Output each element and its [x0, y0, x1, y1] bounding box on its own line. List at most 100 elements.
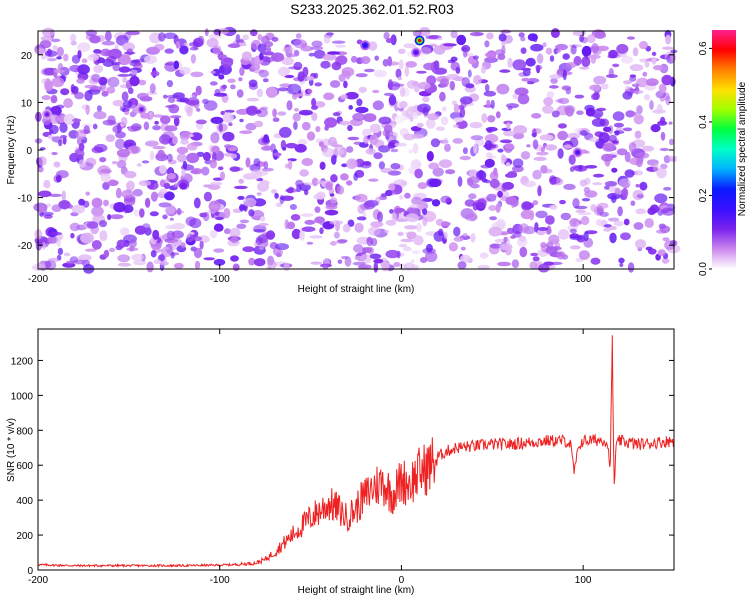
heatmap-cell [167, 153, 173, 162]
heatmap-cell [221, 84, 227, 90]
heatmap-cell [300, 89, 305, 97]
heatmap-cell [112, 161, 118, 165]
heatmap-cell [258, 223, 269, 226]
heatmap-cell [158, 202, 172, 208]
heatmap-cell [501, 155, 507, 163]
heatmap-cell [107, 76, 120, 88]
heatmap-cell [484, 40, 490, 48]
heatmap-y-tick-label: -20 [18, 241, 33, 252]
heatmap-cell [102, 119, 117, 126]
heatmap-cell [250, 29, 258, 37]
heatmap-cell [51, 77, 65, 88]
heatmap-cell [162, 94, 168, 99]
heatmap-cell [136, 92, 149, 100]
heatmap-cell [60, 88, 70, 96]
heatmap-cell [42, 205, 48, 214]
heatmap-cell [461, 77, 470, 87]
heatmap-cell [176, 153, 187, 163]
heatmap-cell [203, 257, 215, 261]
heatmap-cell [266, 86, 278, 98]
heatmap-cell [412, 81, 419, 87]
heatmap-cell [166, 94, 180, 99]
heatmap-cell [292, 112, 301, 122]
heatmap-cell [635, 152, 650, 159]
heatmap-cell [486, 32, 494, 40]
heatmap-cell [521, 201, 532, 211]
heatmap-cell [340, 173, 349, 181]
heatmap-cell [238, 77, 243, 82]
heatmap-cell [440, 116, 449, 126]
heatmap-cell [213, 258, 226, 266]
line-y-axis-label: SNR (10 * v/v) [6, 418, 17, 482]
heatmap-cell [120, 116, 128, 126]
heatmap-cell [262, 78, 269, 83]
heatmap-cell [513, 125, 528, 135]
heatmap-cell [406, 105, 414, 114]
heatmap-cell [670, 52, 676, 62]
heatmap-cell [403, 43, 417, 49]
heatmap-cell [540, 146, 545, 152]
heatmap-peak [45, 112, 49, 117]
heatmap-cell [489, 243, 502, 249]
heatmap-cell [330, 174, 338, 183]
heatmap-cell [153, 259, 162, 265]
heatmap-cell [356, 216, 367, 221]
heatmap-cell [122, 42, 135, 52]
heatmap-cell [99, 220, 107, 228]
heatmap-cell [299, 230, 305, 241]
heatmap-cell [612, 111, 625, 122]
heatmap-cell [370, 221, 384, 228]
heatmap-cell [220, 57, 234, 68]
heatmap-cell [89, 86, 103, 91]
heatmap-cell [504, 143, 514, 150]
heatmap-cell [397, 76, 403, 81]
heatmap-cell [609, 232, 617, 244]
heatmap-cell [272, 108, 277, 118]
heatmap-cell [663, 186, 672, 191]
heatmap-cell [656, 229, 667, 234]
heatmap-cell [116, 160, 127, 169]
heatmap-cell [219, 171, 226, 181]
heatmap-cell [472, 55, 479, 60]
heatmap-cell [209, 229, 218, 239]
heatmap-cell [98, 76, 108, 86]
heatmap-cell [101, 90, 109, 97]
heatmap-cell [202, 211, 210, 222]
heatmap-cell [265, 230, 276, 240]
heatmap-cell [501, 45, 506, 56]
line-x-ticks: -200 -100 0 100 [28, 329, 592, 586]
heatmap-cell [399, 101, 408, 109]
heatmap-cell [159, 134, 172, 145]
heatmap-cell [497, 148, 504, 153]
heatmap-cell [470, 135, 484, 141]
heatmap-cell [181, 168, 186, 177]
heatmap-cell [159, 164, 167, 174]
heatmap-cell [417, 81, 431, 90]
heatmap-cell [236, 89, 244, 98]
heatmap-cell [665, 34, 672, 45]
heatmap-cell [405, 61, 418, 68]
heatmap-cell [154, 43, 165, 51]
heatmap-cell [277, 87, 289, 92]
heatmap-cell [393, 262, 401, 267]
heatmap-cell [210, 116, 224, 124]
heatmap-cell [309, 235, 323, 239]
heatmap-cell [404, 192, 411, 199]
heatmap-cell [229, 227, 241, 238]
heatmap-cell [456, 120, 468, 129]
heatmap-cell [489, 178, 500, 189]
heatmap-cell [149, 32, 162, 44]
heatmap-cell [573, 165, 588, 172]
heatmap-cell [442, 106, 447, 112]
heatmap-cell [523, 180, 536, 188]
heatmap-cell [649, 100, 654, 110]
heatmap-cell [78, 254, 92, 262]
heatmap-cell [298, 109, 313, 116]
heatmap-cell [124, 142, 134, 147]
heatmap-cell [633, 90, 644, 94]
heatmap-cell [116, 239, 127, 249]
heatmap-cell [63, 113, 75, 125]
heatmap-cell [561, 85, 572, 91]
heatmap-cell [84, 248, 97, 252]
heatmap-cell [440, 195, 451, 204]
